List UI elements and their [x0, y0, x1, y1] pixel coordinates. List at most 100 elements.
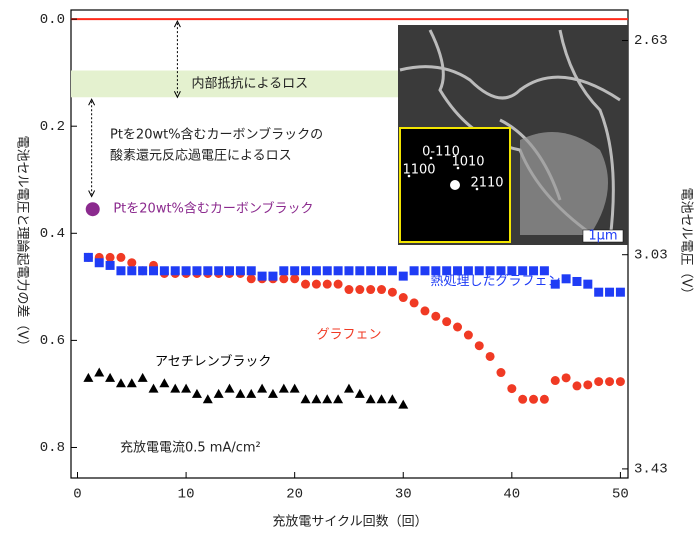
marker: [333, 394, 344, 404]
marker: [225, 266, 235, 276]
marker: [507, 266, 517, 276]
marker: [615, 377, 625, 387]
marker: [257, 383, 268, 393]
current-note: 充放電電流0.5 mA/cm²: [120, 440, 261, 456]
diffraction-spot: [475, 187, 479, 191]
diffraction-center: [450, 180, 460, 190]
marker: [355, 266, 365, 276]
marker: [583, 279, 593, 289]
marker: [344, 266, 354, 276]
marker: [105, 372, 116, 382]
marker: [366, 266, 376, 276]
marker: [343, 383, 354, 393]
marker: [126, 378, 137, 388]
diffraction-label: 0-110: [422, 145, 460, 160]
marker: [453, 266, 463, 276]
marker: [170, 266, 180, 276]
arrow-head: [88, 98, 96, 106]
marker: [485, 266, 495, 276]
marker: [365, 394, 376, 404]
marker: [159, 266, 169, 276]
marker: [279, 274, 289, 284]
diffraction-spot: [407, 174, 411, 178]
marker: [148, 383, 159, 393]
marker: [550, 279, 560, 289]
marker: [605, 377, 615, 387]
marker: [83, 252, 93, 262]
x-tick-label: 40: [503, 487, 520, 503]
marker: [344, 285, 354, 295]
marker: [192, 266, 202, 276]
marker: [420, 266, 430, 276]
marker: [605, 287, 615, 297]
y2-tick-label: 2.63: [634, 33, 668, 49]
overpotential-note: 酸素還元反応過電圧によるロス: [110, 149, 292, 164]
marker: [138, 266, 148, 276]
y-axis-label: 電池セル電圧と理論起電力の差（V）: [15, 136, 31, 353]
arrow-head: [173, 19, 181, 28]
marker: [311, 394, 322, 404]
x-tick-label: 50: [612, 487, 629, 503]
marker: [203, 266, 213, 276]
marker: [583, 380, 593, 390]
marker: [181, 383, 192, 393]
marker: [366, 285, 376, 295]
marker: [301, 279, 311, 289]
loss-band: [71, 70, 400, 98]
marker: [539, 266, 549, 276]
marker: [354, 388, 365, 398]
marker: [300, 394, 311, 404]
marker: [127, 258, 137, 268]
diffraction-label: 1100: [402, 163, 435, 178]
marker: [409, 298, 419, 308]
marker: [94, 367, 105, 377]
series-label: アセチレンブラック: [155, 353, 271, 369]
scale-bar-label: 1μm: [588, 229, 617, 244]
x-tick-label: 0: [73, 487, 81, 503]
marker: [594, 287, 604, 297]
marker: [246, 388, 257, 398]
marker: [442, 317, 452, 327]
inset-micrograph: [398, 25, 628, 245]
marker: [431, 311, 441, 321]
series-label: 熱処理したグラフェン: [431, 274, 561, 289]
marker: [290, 266, 300, 276]
marker: [376, 394, 387, 404]
arrow-head: [88, 190, 96, 198]
arrow-head: [173, 91, 181, 99]
marker: [398, 293, 408, 303]
marker: [159, 378, 170, 388]
marker: [507, 384, 517, 394]
marker: [149, 266, 159, 276]
marker: [539, 394, 549, 404]
marker: [529, 266, 539, 276]
marker: [191, 388, 202, 398]
marker: [267, 388, 278, 398]
diffraction-label: 2110: [470, 176, 503, 191]
marker: [387, 394, 398, 404]
marker: [409, 266, 419, 276]
marker: [463, 266, 473, 276]
band-label: 内部抵抗によるロス: [192, 75, 309, 91]
marker: [278, 383, 289, 393]
marker: [235, 266, 245, 276]
marker: [377, 285, 387, 295]
marker: [235, 388, 246, 398]
diffraction-label: 1010: [451, 155, 484, 170]
marker: [518, 394, 528, 404]
marker: [496, 368, 506, 378]
marker: [561, 373, 571, 383]
marker: [105, 252, 115, 262]
marker: [398, 271, 408, 281]
y-tick-label: 0.0: [40, 12, 65, 28]
marker: [615, 287, 625, 297]
marker: [202, 394, 213, 404]
marker: [94, 258, 104, 268]
marker: [529, 394, 539, 404]
marker: [83, 372, 94, 382]
marker: [387, 287, 397, 297]
marker: [322, 394, 333, 404]
marker: [463, 330, 473, 340]
marker: [214, 266, 224, 276]
marker: [257, 271, 267, 281]
